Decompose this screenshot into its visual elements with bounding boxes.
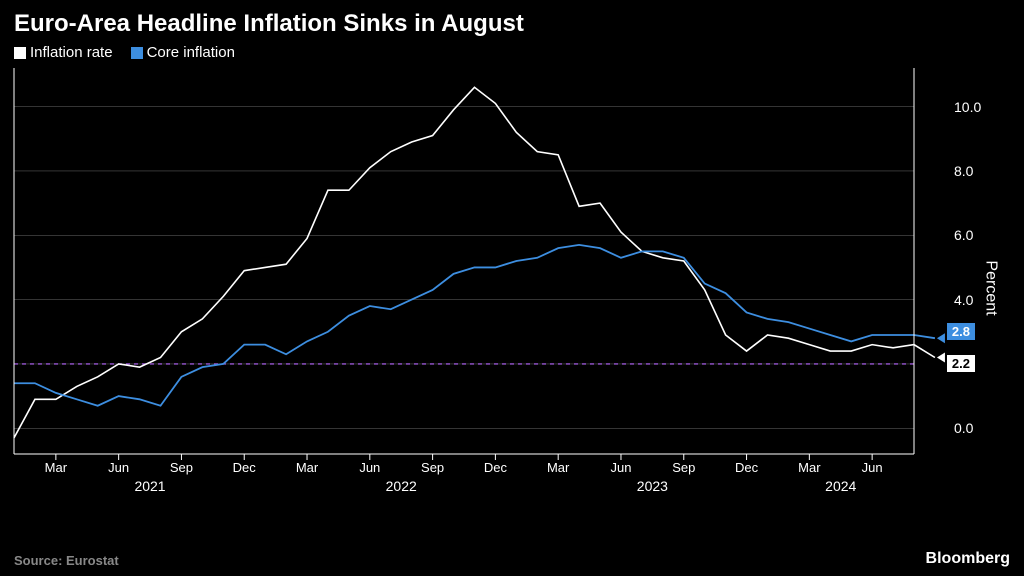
- x-year-label: 2021: [134, 478, 165, 494]
- x-month-label: Sep: [170, 460, 193, 475]
- legend-label-headline: Inflation rate: [30, 44, 113, 61]
- x-month-label: Dec: [484, 460, 507, 475]
- source-text: Source: Eurostat: [14, 553, 119, 568]
- x-year-label: 2024: [825, 478, 856, 494]
- x-year-label: 2023: [637, 478, 668, 494]
- x-month-label: Mar: [547, 460, 569, 475]
- y-tick-label: 8.0: [954, 163, 973, 179]
- x-month-label: Sep: [672, 460, 695, 475]
- y-tick-label: 6.0: [954, 227, 973, 243]
- y-tick-label: 10.0: [954, 99, 981, 115]
- y-axis-label: Percent: [981, 260, 999, 315]
- y-tick-label: 4.0: [954, 292, 973, 308]
- legend-item-headline: Inflation rate: [14, 44, 113, 61]
- legend-item-core: Core inflation: [131, 44, 235, 61]
- x-month-label: Sep: [421, 460, 444, 475]
- chart-container: Euro-Area Headline Inflation Sinks in Au…: [0, 0, 1024, 576]
- x-month-label: Jun: [610, 460, 631, 475]
- plot-svg: [14, 68, 914, 508]
- end-value-label: 2.2: [947, 355, 975, 372]
- legend-swatch-core: [131, 47, 143, 59]
- x-month-label: Mar: [45, 460, 67, 475]
- legend: Inflation rate Core inflation: [14, 44, 235, 61]
- brand-text: Bloomberg: [926, 550, 1010, 568]
- legend-label-core: Core inflation: [147, 44, 235, 61]
- x-month-label: Jun: [862, 460, 883, 475]
- x-month-label: Jun: [108, 460, 129, 475]
- x-month-label: Jun: [359, 460, 380, 475]
- x-month-label: Dec: [735, 460, 758, 475]
- x-month-label: Mar: [798, 460, 820, 475]
- x-month-label: Mar: [296, 460, 318, 475]
- y-tick-label: 0.0: [954, 420, 973, 436]
- plot-area: [14, 68, 914, 508]
- chart-title: Euro-Area Headline Inflation Sinks in Au…: [14, 10, 524, 38]
- x-year-label: 2022: [386, 478, 417, 494]
- legend-swatch-headline: [14, 47, 26, 59]
- x-month-label: Dec: [233, 460, 256, 475]
- end-value-label: 2.8: [947, 323, 975, 340]
